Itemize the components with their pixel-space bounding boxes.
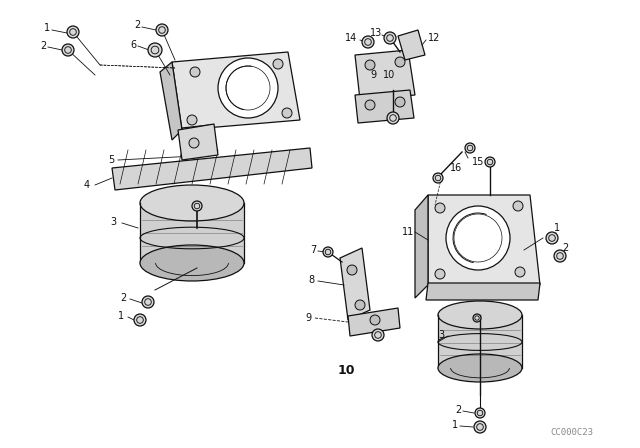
Circle shape [435,269,445,279]
Text: 3: 3 [110,217,116,227]
Text: 3: 3 [438,330,444,340]
Polygon shape [415,195,428,298]
Text: 10: 10 [383,70,396,80]
Circle shape [485,157,495,167]
Text: 11: 11 [402,227,414,237]
Text: 16: 16 [450,163,462,173]
Circle shape [148,43,162,57]
Text: 15: 15 [472,157,484,167]
Circle shape [446,206,510,270]
Polygon shape [438,315,522,368]
Text: 4: 4 [84,180,90,190]
Circle shape [475,408,485,418]
Circle shape [435,203,445,213]
Circle shape [190,67,200,77]
Polygon shape [182,125,215,143]
Text: 5: 5 [108,155,115,165]
Text: 10: 10 [338,363,355,376]
Polygon shape [398,30,425,60]
Circle shape [395,57,405,67]
Text: 1: 1 [554,223,560,233]
Circle shape [187,115,197,125]
Polygon shape [348,308,400,336]
Circle shape [515,267,525,277]
Text: 7: 7 [310,245,316,255]
Circle shape [282,108,292,118]
Circle shape [189,138,199,148]
Text: CC000C23: CC000C23 [550,427,593,436]
Text: 13: 13 [370,28,382,38]
Circle shape [347,265,357,275]
Polygon shape [355,50,415,100]
Text: 1: 1 [452,420,458,430]
Circle shape [384,32,396,44]
Text: 1: 1 [118,311,124,321]
Polygon shape [426,283,540,300]
Circle shape [372,329,384,341]
Text: 8: 8 [308,275,314,285]
Circle shape [365,100,375,110]
Circle shape [365,60,375,70]
Text: 12: 12 [428,33,440,43]
Circle shape [473,314,481,322]
Ellipse shape [140,185,244,221]
Text: 2: 2 [562,243,568,253]
Text: 2: 2 [120,293,126,303]
Circle shape [67,26,79,38]
Circle shape [546,232,558,244]
Polygon shape [172,52,300,130]
Polygon shape [140,203,244,263]
Polygon shape [428,195,540,285]
Circle shape [355,300,365,310]
Text: 2: 2 [455,405,461,415]
Circle shape [395,97,405,107]
Circle shape [554,250,566,262]
Circle shape [387,112,399,124]
Circle shape [513,201,523,211]
Polygon shape [178,124,218,160]
Text: 14: 14 [345,33,357,43]
Text: 6: 6 [130,40,136,50]
Circle shape [474,421,486,433]
Polygon shape [112,148,312,190]
Polygon shape [160,62,182,140]
Circle shape [465,143,475,153]
Circle shape [218,58,278,118]
Circle shape [273,59,283,69]
Circle shape [156,24,168,36]
Circle shape [192,201,202,211]
Circle shape [370,315,380,325]
Circle shape [362,36,374,48]
Text: 1: 1 [44,23,50,33]
Text: 9: 9 [370,70,376,80]
Circle shape [134,314,146,326]
Text: 2: 2 [40,41,46,51]
Ellipse shape [438,301,522,329]
Circle shape [62,44,74,56]
Polygon shape [340,248,370,320]
Polygon shape [355,90,414,123]
Circle shape [433,173,443,183]
Ellipse shape [438,354,522,382]
Text: 9: 9 [305,313,311,323]
Ellipse shape [140,245,244,281]
Circle shape [323,247,333,257]
Text: 2: 2 [134,20,140,30]
Circle shape [142,296,154,308]
